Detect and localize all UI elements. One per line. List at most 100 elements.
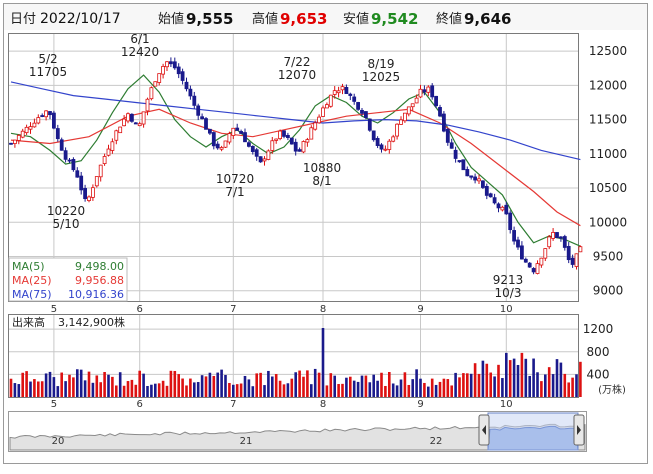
candle-body: [262, 158, 267, 162]
volume-bar: [224, 374, 227, 397]
price-month-label-7: 7: [230, 304, 236, 315]
candle-body: [324, 104, 329, 109]
price-panel: 9000 9500 10000 10500 11000 11500 12000 12500 5…: [8, 32, 627, 315]
high-label: 高値: [252, 11, 278, 27]
candle-body: [570, 257, 575, 265]
volume-bar: [29, 381, 32, 397]
price-annotations: 5/2117056/112420102205/10107207/17/22120…: [29, 32, 523, 300]
volume-bar: [40, 381, 44, 397]
candle-body: [484, 186, 489, 196]
volume-bar: [91, 382, 95, 397]
annotation-top-2: 10220: [47, 204, 85, 218]
candle-body: [200, 116, 205, 120]
range-navigator[interactable]: 20 21 22: [8, 411, 587, 452]
volume-bar: [251, 386, 255, 397]
volume-bar: [547, 367, 551, 397]
volume-bar: [372, 374, 375, 397]
volume-bar: [310, 384, 313, 397]
candle-body: [344, 87, 349, 95]
volume-bar: [232, 384, 235, 397]
candle-body: [336, 90, 341, 94]
candle-body: [79, 175, 84, 191]
annotation-top-0: 5/2: [38, 52, 57, 66]
candle-body: [488, 193, 493, 198]
volume-bar: [349, 376, 352, 397]
candle-body: [122, 118, 126, 127]
volume-bar: [384, 385, 387, 397]
candle-body: [114, 130, 119, 141]
volume-bar: [364, 375, 368, 397]
volume-bar: [516, 364, 520, 397]
candle-body: [87, 196, 91, 201]
candle-body: [461, 159, 466, 171]
candle-body: [539, 257, 544, 266]
date-label: 日付: [10, 12, 36, 27]
candle-body: [254, 149, 259, 157]
candle-body: [297, 149, 302, 152]
volume-bar: [208, 372, 212, 397]
candle-body: [289, 137, 294, 145]
volume-bar: [193, 382, 196, 397]
volume-bar: [282, 384, 286, 397]
candle-body: [383, 148, 388, 151]
candle-body: [356, 102, 361, 110]
candle-body: [149, 87, 154, 100]
volume-bar: [423, 382, 426, 397]
candle-body: [28, 126, 33, 130]
volume-tick-800: 800: [587, 345, 610, 359]
price-tick-9500: 9500: [593, 250, 624, 264]
volume-bar: [278, 380, 282, 397]
candle-body: [531, 268, 536, 273]
price-tick-12000: 12000: [589, 78, 627, 92]
volume-bar: [450, 385, 453, 397]
navigator-left-handle[interactable]: [478, 414, 490, 446]
candle-body: [137, 123, 142, 127]
candle-body: [55, 128, 60, 140]
candle-body: [418, 88, 423, 98]
volume-bar: [298, 370, 301, 397]
volume-label: 出来高: [12, 315, 45, 329]
navigator-year-22: 22: [430, 436, 443, 447]
volume-bar: [271, 376, 274, 397]
volume-month-label-8: 8: [320, 399, 326, 410]
candle-body: [176, 66, 181, 75]
volume-bar: [173, 370, 177, 397]
volume-bar: [142, 373, 145, 397]
volume-tick-1200: 1200: [583, 322, 614, 336]
candle-body: [566, 246, 571, 261]
candle-body: [188, 88, 193, 97]
candle-body: [133, 122, 138, 125]
volume-bar: [122, 385, 126, 397]
volume-bar: [579, 361, 582, 397]
candle-body: [363, 111, 368, 118]
navigator-right-handle[interactable]: [573, 414, 585, 446]
volume-bar: [446, 379, 450, 397]
candle-body: [348, 93, 353, 96]
candle-body: [508, 212, 513, 231]
candle-body: [480, 180, 485, 188]
candle-body: [235, 127, 240, 131]
volume-bar: [64, 381, 67, 397]
volume-bar: [411, 379, 414, 397]
candle-body: [98, 164, 103, 178]
volume-bar: [33, 379, 36, 397]
candle-body: [430, 85, 435, 98]
candle-body: [40, 115, 45, 117]
candle-body: [465, 169, 470, 177]
volume-bar: [469, 373, 473, 397]
volume-bar: [571, 377, 574, 397]
volume-bar: [567, 382, 570, 397]
volume-bar: [267, 370, 270, 397]
header-bar: 日付 2022/10/17 始値 9,555 高値 9,653 安値 9,542…: [4, 4, 647, 30]
volume-month-label-7: 7: [230, 399, 236, 410]
price-tick-11500: 11500: [589, 113, 627, 127]
volume-bar: [212, 375, 216, 397]
volume-bar: [399, 379, 403, 397]
volume-bar: [87, 371, 91, 397]
candle-body: [153, 81, 158, 87]
candle-body: [168, 61, 173, 65]
volume-bar: [551, 374, 555, 397]
legend-ma25-value: 9,956.88: [75, 274, 124, 287]
candle-body: [192, 95, 197, 106]
